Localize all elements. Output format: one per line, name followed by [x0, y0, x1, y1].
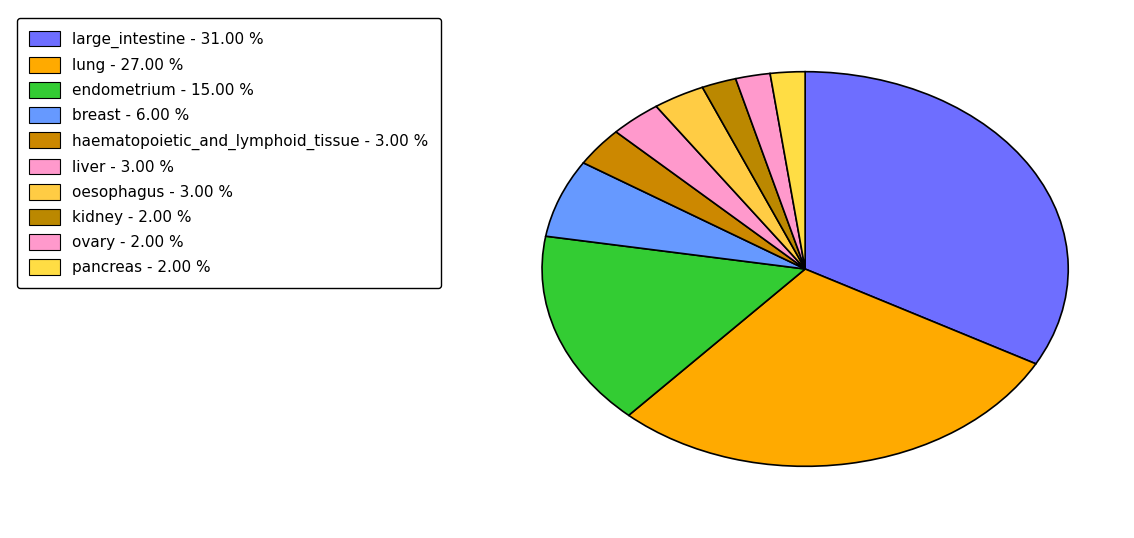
Wedge shape — [616, 107, 805, 269]
Wedge shape — [545, 163, 805, 269]
Legend: large_intestine - 31.00 %, lung - 27.00 %, endometrium - 15.00 %, breast - 6.00 : large_intestine - 31.00 %, lung - 27.00 … — [17, 18, 441, 288]
Wedge shape — [628, 269, 1035, 466]
Wedge shape — [583, 132, 805, 269]
Wedge shape — [702, 79, 805, 269]
Wedge shape — [736, 74, 805, 269]
Wedge shape — [770, 72, 805, 269]
Wedge shape — [805, 72, 1068, 364]
Wedge shape — [542, 236, 805, 415]
Wedge shape — [657, 87, 805, 269]
